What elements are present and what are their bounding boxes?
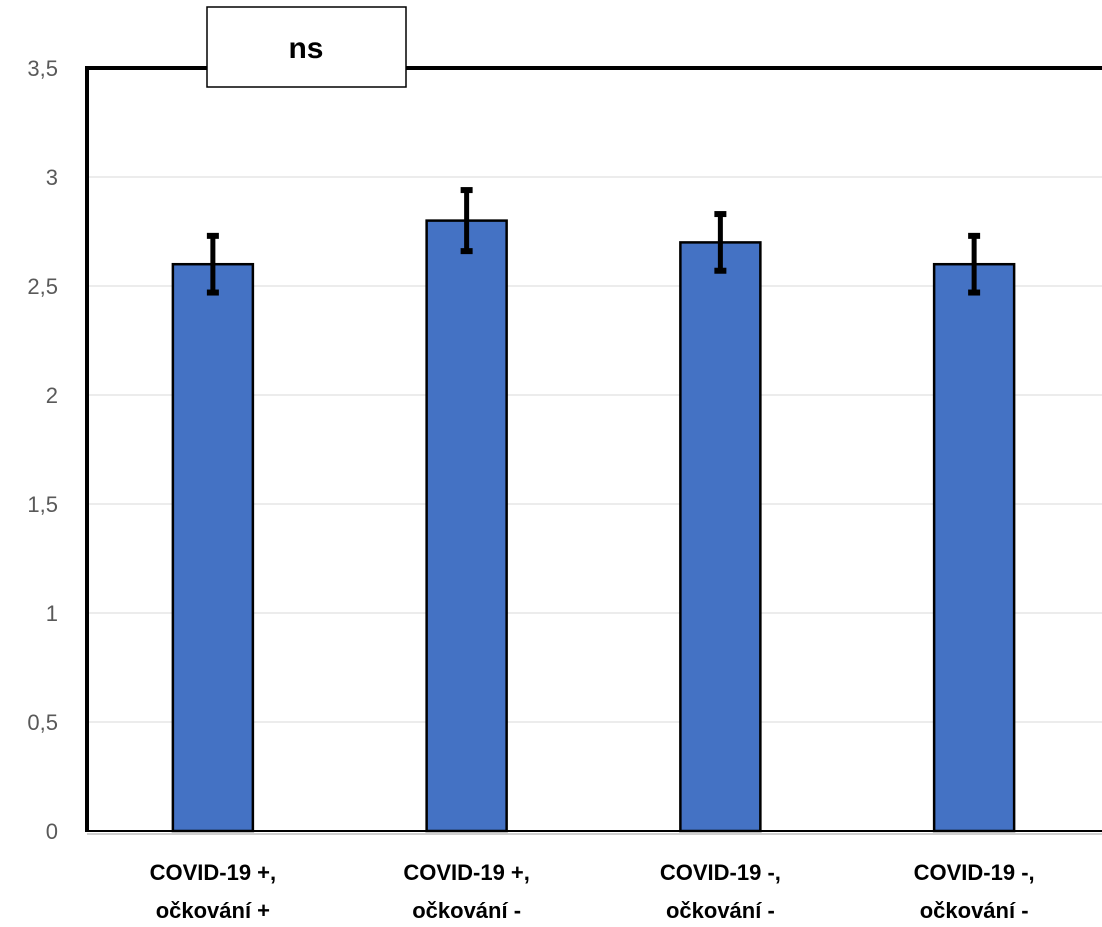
annotation-box xyxy=(206,6,407,88)
y-tick-label: 2 xyxy=(46,383,58,408)
x-category-label: COVID-19 -, xyxy=(660,860,781,885)
y-tick-label: 2,5 xyxy=(27,274,58,299)
x-category-label: COVID-19 +, xyxy=(150,860,277,885)
x-category-label: COVID-19 -, xyxy=(914,860,1035,885)
x-category-label: očkování - xyxy=(666,898,775,923)
x-category-label: očkování - xyxy=(920,898,1029,923)
error-bars xyxy=(206,187,981,296)
bars xyxy=(171,219,1016,833)
y-tick-label: 3,5 xyxy=(27,56,58,81)
x-category-label: očkování + xyxy=(156,898,270,923)
x-axis-category-labels: COVID-19 +, očkování + COVID-19 +, očkování… xyxy=(150,860,1035,923)
x-category-label: COVID-19 +, xyxy=(403,860,530,885)
y-axis-tick-labels: 0 0,5 1 1,5 2 2,5 3 3,5 xyxy=(27,56,58,844)
gridlines xyxy=(87,176,1102,723)
y-tick-label: 3 xyxy=(46,165,58,190)
x-category-label: očkování - xyxy=(412,898,521,923)
y-tick-label: 1 xyxy=(46,601,58,626)
annotation-text: ns xyxy=(288,32,323,65)
y-tick-label: 0,5 xyxy=(27,710,58,735)
bar xyxy=(171,262,255,833)
significance-annotation: ns xyxy=(206,6,407,88)
bar xyxy=(425,219,508,833)
bar xyxy=(932,262,1016,833)
y-tick-label: 0 xyxy=(46,819,58,844)
bar xyxy=(679,241,762,833)
y-tick-label: 1,5 xyxy=(27,492,58,517)
